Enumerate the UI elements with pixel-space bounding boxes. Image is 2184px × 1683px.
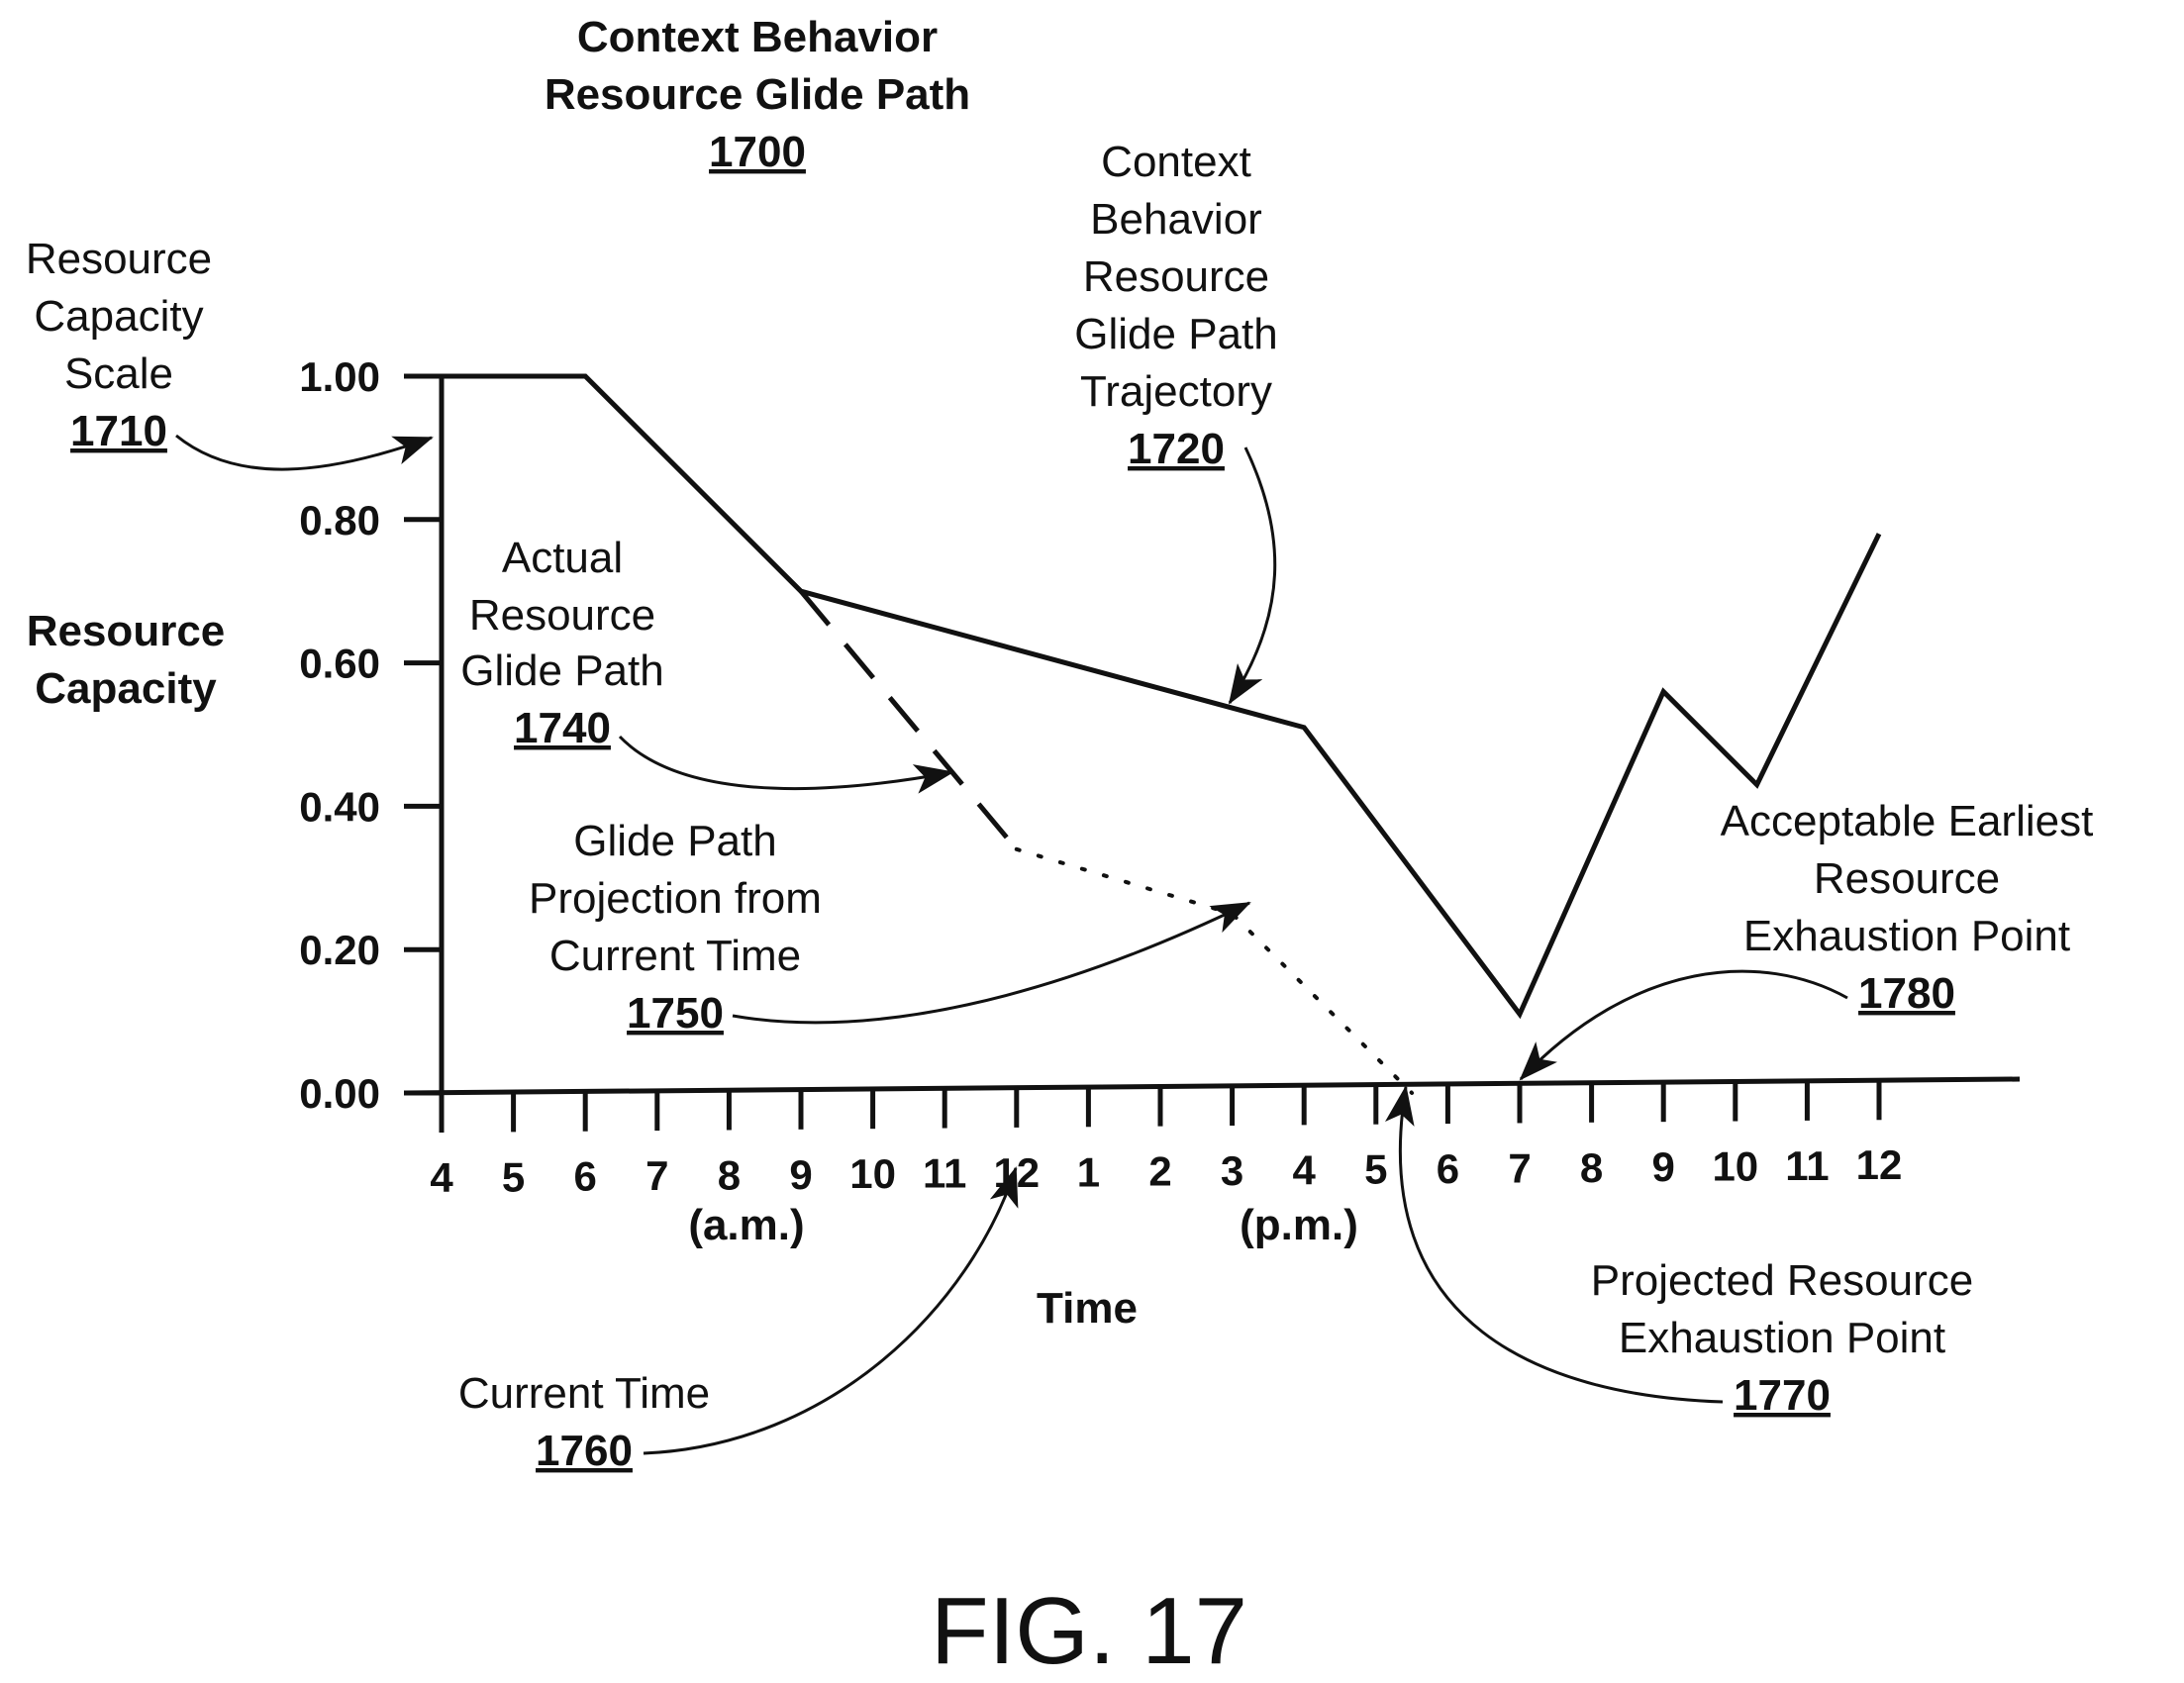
x-tick-label: 12 xyxy=(993,1149,1040,1196)
annotation-projection-ref: 1750 xyxy=(627,989,724,1038)
x-tick-label: 5 xyxy=(502,1153,525,1200)
figure-label: FIG. 17 xyxy=(931,1578,1247,1683)
figure-title-line1: Context Behavior xyxy=(577,13,938,61)
annotation-projection-line1: Glide Path xyxy=(573,817,776,865)
annotation-trajectory-line2: Behavior xyxy=(1090,195,1262,244)
x-tick-label: 9 xyxy=(789,1151,812,1198)
annotation-actual-glide-path: Actual Resource Glide Path 1740 xyxy=(460,534,952,789)
x-tick-label: 10 xyxy=(1712,1143,1758,1190)
x-ticks: 456789101112123456789101112 xyxy=(430,1080,1902,1201)
x-axis-title: Time xyxy=(1037,1284,1138,1333)
annotation-scale-line2: Capacity xyxy=(34,292,203,341)
x-tick-label: 2 xyxy=(1148,1148,1171,1195)
figure-title-ref: 1700 xyxy=(709,128,806,176)
x-tick-label: 11 xyxy=(923,1150,966,1197)
y-axis-title-line2: Capacity xyxy=(35,664,217,713)
annotation-actual-line1: Actual xyxy=(502,534,623,582)
annotation-glide-path-trajectory: Context Behavior Resource Glide Path Tra… xyxy=(1074,138,1277,703)
annotation-trajectory-line1: Context xyxy=(1101,138,1251,186)
y-tick-label: 0.60 xyxy=(299,641,380,687)
x-tick-label: 7 xyxy=(1508,1144,1531,1191)
am-label: (a.m.) xyxy=(688,1201,804,1249)
annotation-trajectory-line3: Resource xyxy=(1083,252,1269,301)
x-tick-label: 6 xyxy=(1437,1145,1459,1192)
annotation-projection-line3: Current Time xyxy=(549,932,801,980)
annotation-trajectory-ref: 1720 xyxy=(1128,425,1225,473)
annotation-acceptable-line1: Acceptable Earliest xyxy=(1721,797,2094,845)
annotation-actual-line3: Glide Path xyxy=(460,646,663,695)
annotation-scale-arrow xyxy=(176,436,432,469)
annotation-projection-line2: Projection from xyxy=(529,874,822,923)
pm-label: (p.m.) xyxy=(1240,1201,1358,1249)
y-tick-label: 1.00 xyxy=(299,353,380,400)
y-axis-title-line1: Resource xyxy=(27,607,226,655)
annotation-trajectory-line4: Glide Path xyxy=(1074,310,1277,358)
x-tick-label: 8 xyxy=(718,1151,741,1198)
y-tick-label: 0.80 xyxy=(299,497,380,544)
annotation-actual-line2: Resource xyxy=(469,591,655,640)
x-tick-label: 4 xyxy=(1293,1146,1317,1193)
annotation-scale-line3: Scale xyxy=(64,349,173,398)
annotation-acceptable-line3: Exhaustion Point xyxy=(1743,912,2070,960)
series-line-1740 xyxy=(801,591,1017,849)
x-tick-label: 1 xyxy=(1077,1148,1100,1195)
x-tick-label: 12 xyxy=(1856,1141,1903,1188)
annotation-trajectory-line5: Trajectory xyxy=(1080,367,1272,416)
x-tick-label: 6 xyxy=(574,1153,597,1200)
x-tick-label: 5 xyxy=(1364,1146,1387,1193)
y-tick-label: 0.00 xyxy=(299,1070,380,1117)
annotation-acceptable-arrow xyxy=(1521,971,1847,1079)
y-tick-label: 0.40 xyxy=(299,783,380,830)
x-tick-label: 7 xyxy=(645,1152,668,1199)
x-tick-label: 10 xyxy=(849,1150,896,1197)
series-line-1750 xyxy=(1017,849,1412,1093)
figure-title-line2: Resource Glide Path xyxy=(545,70,970,119)
x-tick-label: 8 xyxy=(1580,1144,1603,1191)
annotation-acceptable-ref: 1780 xyxy=(1858,969,1955,1018)
annotation-glide-path-projection: Glide Path Projection from Current Time … xyxy=(529,817,1249,1038)
annotation-trajectory-arrow xyxy=(1230,447,1275,703)
annotation-projected-exhaustion: Projected Resource Exhaustion Point 1770 xyxy=(1400,1087,1973,1420)
x-axis-line xyxy=(406,1079,2020,1093)
annotation-projected-ref: 1770 xyxy=(1734,1371,1831,1420)
annotation-actual-ref: 1740 xyxy=(514,704,611,752)
annotation-projected-line1: Projected Resource xyxy=(1591,1256,1973,1305)
annotation-current-time-line1: Current Time xyxy=(458,1369,710,1418)
annotation-actual-arrow xyxy=(620,737,952,789)
annotation-acceptable-exhaustion: Acceptable Earliest Resource Exhaustion … xyxy=(1521,797,2093,1079)
annotation-projected-line2: Exhaustion Point xyxy=(1619,1314,1945,1362)
x-tick-label: 11 xyxy=(1785,1142,1829,1189)
x-tick-label: 4 xyxy=(430,1154,453,1201)
x-tick-label: 9 xyxy=(1652,1143,1675,1190)
annotation-scale-line1: Resource xyxy=(26,235,212,283)
annotation-resource-capacity-scale: Resource Capacity Scale 1710 xyxy=(26,235,432,469)
annotation-scale-ref: 1710 xyxy=(70,407,167,455)
annotation-current-time-ref: 1760 xyxy=(536,1427,633,1475)
annotation-acceptable-line2: Resource xyxy=(1814,854,2000,903)
y-tick-label: 0.20 xyxy=(299,927,380,973)
x-tick-label: 3 xyxy=(1221,1147,1243,1194)
